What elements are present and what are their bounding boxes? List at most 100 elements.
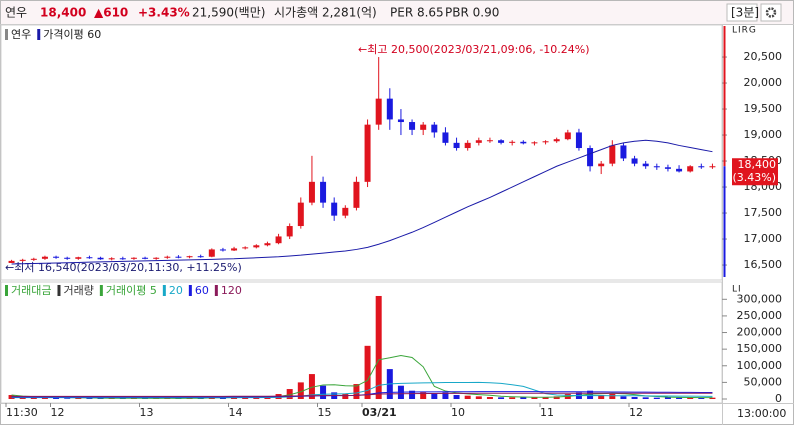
candle-body <box>142 257 149 259</box>
y-tick-label: 50,000 <box>744 375 783 388</box>
volume-bar <box>75 398 82 400</box>
volume-bar <box>320 385 327 400</box>
candle-body <box>486 140 493 142</box>
candle-body <box>86 257 93 259</box>
y-tick-label: 20,500 <box>744 50 783 63</box>
volume-bar <box>364 345 371 400</box>
trade-value: 21,590(백만) <box>192 6 265 20</box>
candle-body <box>442 132 449 143</box>
candle-body <box>75 257 82 259</box>
x-tick-label: 03/21 <box>362 406 397 419</box>
candle-body <box>542 141 549 143</box>
candle-body <box>653 166 660 168</box>
volume-bar <box>520 397 527 400</box>
volume-bar <box>342 394 349 400</box>
candle-body <box>186 256 193 258</box>
candle-body <box>153 257 160 259</box>
candle-body <box>175 256 182 258</box>
volume-bar <box>653 397 660 400</box>
candle-body <box>364 124 371 182</box>
volume-bar <box>375 295 382 400</box>
x-tick-label: 12 <box>629 406 643 419</box>
candle-body <box>587 148 594 167</box>
candle-body <box>631 158 638 164</box>
volume-bar <box>531 397 538 400</box>
candle-body <box>197 256 204 258</box>
volume-bar <box>53 398 60 400</box>
candle-body <box>564 132 571 140</box>
x-tick-label: 11:30 <box>6 406 38 419</box>
legend-label: 가격이평 60 <box>43 28 101 41</box>
volume-bar <box>242 397 249 400</box>
volume-ma-line <box>11 392 713 397</box>
candle-body <box>353 181 360 208</box>
volume-ma-line <box>11 381 713 399</box>
candle-body <box>331 202 338 216</box>
volume-bar <box>442 392 449 400</box>
volume-bar <box>464 395 471 400</box>
high-annotation: ←최고 20,500(2023/03/21,09:06, -10.24%) <box>358 43 590 56</box>
volume-bar <box>587 390 594 400</box>
candle-body <box>53 256 60 258</box>
candle-body <box>698 166 705 168</box>
volume-bar <box>698 398 705 400</box>
interval-label: [3분] <box>731 6 759 20</box>
last-price-label: 18,400 <box>738 158 777 171</box>
candle-body <box>320 181 327 203</box>
last-price-box <box>732 158 778 186</box>
volume-bar <box>620 396 627 400</box>
price-pane <box>0 24 723 281</box>
candle-body <box>431 124 438 133</box>
header-bar <box>1 1 793 24</box>
volume-bar <box>219 397 226 400</box>
volume-bar <box>286 389 293 400</box>
candle-body <box>164 256 171 258</box>
candle-body <box>208 249 215 257</box>
legend-marker <box>162 285 166 296</box>
volume-bar <box>64 398 71 400</box>
y-tick-label: 19,500 <box>744 102 783 115</box>
legend-label: 거래이평 5 <box>106 284 157 297</box>
volume-bar <box>297 382 304 400</box>
volume-bar <box>598 395 605 400</box>
volume-bar <box>431 394 438 400</box>
legend-label: 거래대금 <box>11 284 51 297</box>
candle-body <box>420 124 427 130</box>
volume-ma-line <box>11 354 713 399</box>
y-tick-label: 300,000 <box>737 292 783 305</box>
candle-body <box>598 163 605 167</box>
y-tick-label: 150,000 <box>737 342 783 355</box>
volume-bar <box>486 397 493 400</box>
volume-bar <box>631 397 638 400</box>
x-tick-label: 10 <box>451 406 465 419</box>
interval-button[interactable] <box>726 3 758 22</box>
legend-label: 연우 <box>11 28 31 41</box>
candle-body <box>219 249 226 251</box>
candle-body <box>453 142 460 149</box>
candle-body <box>609 145 616 164</box>
gear-icon <box>765 7 777 18</box>
candle-body <box>397 119 404 123</box>
legend-marker <box>188 285 192 296</box>
candle-body <box>386 98 393 120</box>
settings-button[interactable] <box>760 3 782 22</box>
price-ma-line <box>11 139 713 265</box>
volume-pane <box>0 281 723 404</box>
volume-bar <box>420 392 427 400</box>
stock-name: 연우 <box>5 6 27 20</box>
per: PER 8.65 <box>390 6 444 20</box>
volume-bar <box>542 397 549 400</box>
y-tick-label: 19,000 <box>744 128 783 141</box>
legend-marker <box>5 285 8 296</box>
candle-body <box>509 141 516 143</box>
candle-body <box>687 166 694 172</box>
volume-bar <box>709 397 716 400</box>
x-tick-label: 15 <box>318 406 332 419</box>
candle-body <box>130 257 137 259</box>
volume-bar <box>353 384 360 400</box>
last-change-label: (3.43%) <box>732 171 776 184</box>
volume-bar <box>676 397 683 400</box>
candle-body <box>308 181 315 203</box>
volume-bar <box>642 397 649 400</box>
